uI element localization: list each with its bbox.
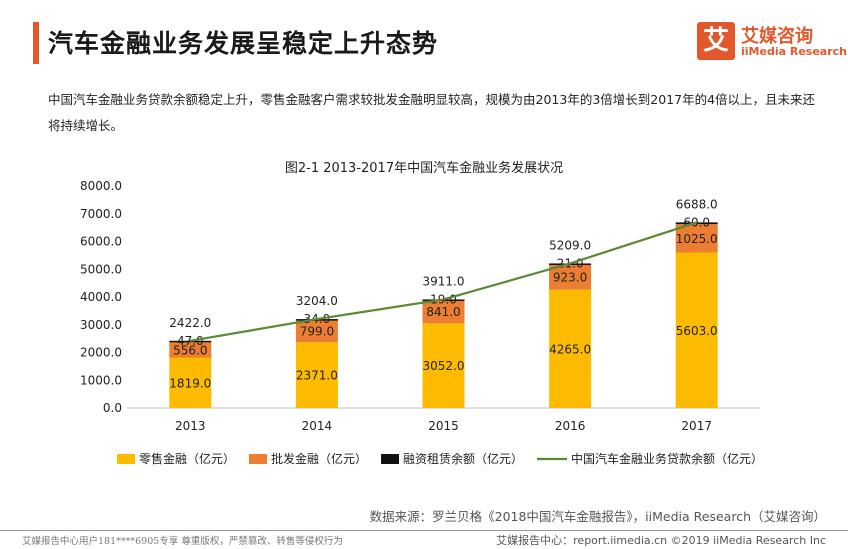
chart-title: 图2-1 2013-2017年中国汽车金融业务发展状况 [284,161,564,176]
line-value-label: 2422.0 [169,316,211,330]
bar-segment-1-2 [422,299,465,324]
x-tick-label: 2017 [681,419,712,433]
bar-value-label: 2371.0 [296,369,338,383]
bar-value-label: 923.0 [553,270,587,284]
bar-value-label: 4265.0 [549,342,591,356]
x-tick-label: 2013 [175,419,206,433]
y-tick-label: 6000.0 [80,235,122,249]
bar-segment-0-0 [169,357,212,408]
x-tick-label: 2014 [302,419,333,433]
bar-value-label: 3052.0 [423,359,465,373]
bar-segment-2-0 [169,340,212,343]
bar-segment-1-4 [675,224,718,253]
legend-label: 批发金融（亿元） [271,451,367,466]
bar-segment-0-3 [549,289,592,408]
bar-value-label: 556.0 [173,343,207,357]
legend-label: 融资租赁余额（亿元） [403,451,523,466]
logo-icon: 艾 [697,22,735,60]
logo-chinese-name: 艾媒咨询 [741,26,813,47]
brand-logo: 艾 艾媒咨询 iiMedia Research [697,22,847,62]
legend-swatch-1 [249,454,268,464]
bar-value-label: 5603.0 [676,324,718,338]
line-value-label: 5209.0 [549,238,591,252]
bar-segment-0-4 [675,252,718,408]
line-value-label: 6688.0 [676,197,718,211]
bar-segment-0-2 [422,323,465,408]
footer-site-info: 艾媒报告中心：report.iimedia.cn ©2019 iiMedia R… [496,534,826,547]
description-text: 中国汽车金融业务贷款余额稳定上升，零售金融客户需求较批发金融明显较高，规模为由2… [48,92,816,133]
bar-segment-1-0 [169,342,212,358]
legend-label: 中国汽车金融业务贷款余额（亿元） [571,451,763,466]
line-value-label: 3911.0 [423,274,465,288]
legend-swatch-0 [117,454,135,464]
legend-label: 零售金融（亿元） [139,451,235,466]
page-title: 汽车金融业务发展呈稳定上升态势 [48,29,439,58]
y-tick-label: 3000.0 [80,318,122,332]
total-loan-line [190,221,698,342]
y-tick-label: 0.0 [103,401,122,415]
footer-divider [0,530,848,531]
logo-english-name: iiMedia Research [741,45,847,58]
line-value-label: 3204.0 [296,294,338,308]
footer-copyright: 艾媒报告中心用户181****6905专享 尊重版权，严禁篡改、转售等侵权行为 [22,536,343,547]
y-tick-label: 1000.0 [80,373,122,387]
y-tick-label: 2000.0 [80,346,122,360]
bar-value-label: 1819.0 [169,376,211,390]
y-tick-label: 4000.0 [80,290,122,304]
bar-segment-1-1 [295,320,338,343]
y-tick-label: 7000.0 [80,207,122,221]
data-source: 数据来源：罗兰贝格《2018中国汽车金融报告》，iiMedia Research… [369,509,826,524]
y-tick-label: 8000.0 [80,179,122,193]
bar-value-label: 841.0 [426,305,460,319]
title-accent-bar [33,22,39,64]
bar-value-label: 1025.0 [676,232,718,246]
bar-segment-0-1 [295,342,338,408]
bar-value-label: 799.0 [300,325,334,339]
x-tick-label: 2015 [428,419,459,433]
y-tick-label: 5000.0 [80,262,122,276]
x-tick-label: 2016 [555,419,586,433]
legend-swatch-2 [381,454,400,464]
